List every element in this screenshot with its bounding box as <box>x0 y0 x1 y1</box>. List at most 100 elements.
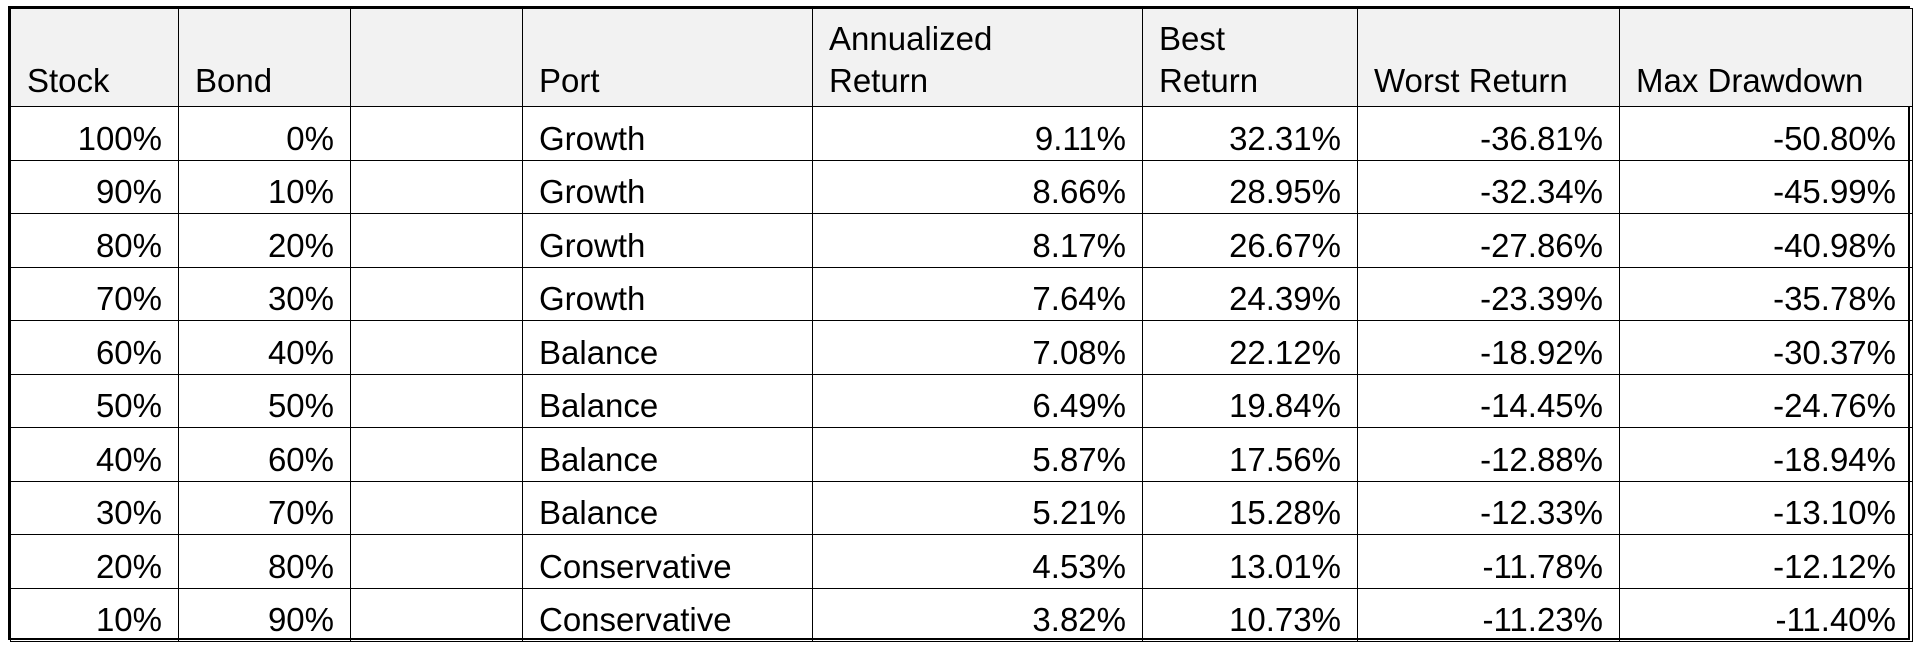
stock-cell: 50% <box>10 373 179 428</box>
worst-return-cell: -11.78% <box>1357 534 1620 589</box>
stock-cell: 80% <box>10 213 179 268</box>
blank-cell <box>350 159 523 214</box>
worst-return-cell: -18.92% <box>1357 320 1620 375</box>
bond-cell: 40% <box>178 320 351 375</box>
best-return-cell: 28.95% <box>1142 159 1358 214</box>
header-label: Annualized <box>829 20 993 57</box>
header-label: Return <box>1159 62 1259 99</box>
port-cell: Conservative <box>522 587 813 642</box>
header-label: Return <box>829 62 929 99</box>
blank-cell <box>350 266 523 321</box>
port-cell: Balance <box>522 427 813 482</box>
stock-cell: 70% <box>10 266 179 321</box>
stock-cell: 30% <box>10 480 179 535</box>
header-label: Stock <box>27 62 110 99</box>
port-cell: Balance <box>522 373 813 428</box>
annualized-return-cell: 8.17% <box>812 213 1143 268</box>
annualized-return-cell: 7.64% <box>812 266 1143 321</box>
header-max-drawdown: Max Drawdown <box>1619 8 1913 107</box>
stock-cell: 20% <box>10 534 179 589</box>
portfolio-table-container: Stock Bond Port Annualized Return Best Return W… <box>8 6 1913 642</box>
best-return-cell: 26.67% <box>1142 213 1358 268</box>
annualized-return-cell: 4.53% <box>812 534 1143 589</box>
worst-return-cell: -14.45% <box>1357 373 1620 428</box>
annualized-return-cell: 8.66% <box>812 159 1143 214</box>
blank-cell <box>350 320 523 375</box>
bond-cell: 70% <box>178 480 351 535</box>
best-return-cell: 10.73% <box>1142 587 1358 642</box>
bond-cell: 50% <box>178 373 351 428</box>
max-drawdown-cell: -45.99% <box>1619 159 1913 214</box>
stock-cell: 90% <box>10 159 179 214</box>
annualized-return-cell: 7.08% <box>812 320 1143 375</box>
best-return-cell: 19.84% <box>1142 373 1358 428</box>
worst-return-cell: -36.81% <box>1357 106 1620 161</box>
annualized-return-cell: 3.82% <box>812 587 1143 642</box>
blank-cell <box>350 587 523 642</box>
bond-cell: 90% <box>178 587 351 642</box>
max-drawdown-cell: -50.80% <box>1619 106 1913 161</box>
header-best-return: Best Return <box>1142 8 1358 107</box>
blank-cell <box>350 106 523 161</box>
table-header: Stock Bond Port Annualized Return Best Return W… <box>10 8 1913 107</box>
max-drawdown-cell: -40.98% <box>1619 213 1913 268</box>
blank-cell <box>350 213 523 268</box>
stock-cell: 100% <box>10 106 179 161</box>
blank-cell <box>350 480 523 535</box>
max-drawdown-cell: -30.37% <box>1619 320 1913 375</box>
header-stock: Stock <box>10 8 179 107</box>
header-worst-return: Worst Return <box>1357 8 1620 107</box>
max-drawdown-cell: -13.10% <box>1619 480 1913 535</box>
max-drawdown-cell: -24.76% <box>1619 373 1913 428</box>
port-cell: Balance <box>522 320 813 375</box>
port-cell: Conservative <box>522 534 813 589</box>
annualized-return-cell: 5.87% <box>812 427 1143 482</box>
annualized-return-cell: 5.21% <box>812 480 1143 535</box>
header-annualized-return: Annualized Return <box>812 8 1143 107</box>
header-blank <box>350 8 523 107</box>
bond-cell: 60% <box>178 427 351 482</box>
worst-return-cell: -11.23% <box>1357 587 1620 642</box>
annualized-return-cell: 9.11% <box>812 106 1143 161</box>
bond-cell: 30% <box>178 266 351 321</box>
table-row: 20% 80% Conservative 4.53% 13.01% -11.78% -12.… <box>10 534 1913 589</box>
worst-return-cell: -27.86% <box>1357 213 1620 268</box>
port-cell: Growth <box>522 213 813 268</box>
portfolio-returns-table: Stock Bond Port Annualized Return Best Return W… <box>10 8 1913 642</box>
blank-cell <box>350 534 523 589</box>
table-row: 90% 10% Growth 8.66% 28.95% -32.34% -45.99% <box>10 159 1913 214</box>
port-cell: Growth <box>522 266 813 321</box>
worst-return-cell: -12.88% <box>1357 427 1620 482</box>
table-row: 10% 90% Conservative 3.82% 10.73% -11.23% -11.… <box>10 587 1913 642</box>
best-return-cell: 13.01% <box>1142 534 1358 589</box>
annualized-return-cell: 6.49% <box>812 373 1143 428</box>
table-row: 70% 30% Growth 7.64% 24.39% -23.39% -35.78% <box>10 266 1913 321</box>
worst-return-cell: -32.34% <box>1357 159 1620 214</box>
stock-cell: 10% <box>10 587 179 642</box>
stock-cell: 40% <box>10 427 179 482</box>
max-drawdown-cell: -12.12% <box>1619 534 1913 589</box>
header-bond: Bond <box>178 8 351 107</box>
best-return-cell: 22.12% <box>1142 320 1358 375</box>
max-drawdown-cell: -11.40% <box>1619 587 1913 642</box>
blank-cell <box>350 373 523 428</box>
table-row: 30% 70% Balance 5.21% 15.28% -12.33% -13.10% <box>10 480 1913 535</box>
blank-cell <box>350 427 523 482</box>
best-return-cell: 15.28% <box>1142 480 1358 535</box>
worst-return-cell: -23.39% <box>1357 266 1620 321</box>
header-port: Port <box>522 8 813 107</box>
best-return-cell: 32.31% <box>1142 106 1358 161</box>
table-body: 100% 0% Growth 9.11% 32.31% -36.81% -50.80% 90%… <box>10 106 1913 642</box>
header-row: Stock Bond Port Annualized Return Best Return W… <box>10 8 1913 107</box>
table-row: 40% 60% Balance 5.87% 17.56% -12.88% -18.94% <box>10 427 1913 482</box>
table-row: 60% 40% Balance 7.08% 22.12% -18.92% -30.37% <box>10 320 1913 375</box>
bond-cell: 80% <box>178 534 351 589</box>
header-label: Best <box>1159 20 1226 57</box>
bond-cell: 20% <box>178 213 351 268</box>
bond-cell: 0% <box>178 106 351 161</box>
table-row: 50% 50% Balance 6.49% 19.84% -14.45% -24.76% <box>10 373 1913 428</box>
header-label: Max Drawdown <box>1636 62 1864 99</box>
best-return-cell: 17.56% <box>1142 427 1358 482</box>
max-drawdown-cell: -35.78% <box>1619 266 1913 321</box>
bond-cell: 10% <box>178 159 351 214</box>
